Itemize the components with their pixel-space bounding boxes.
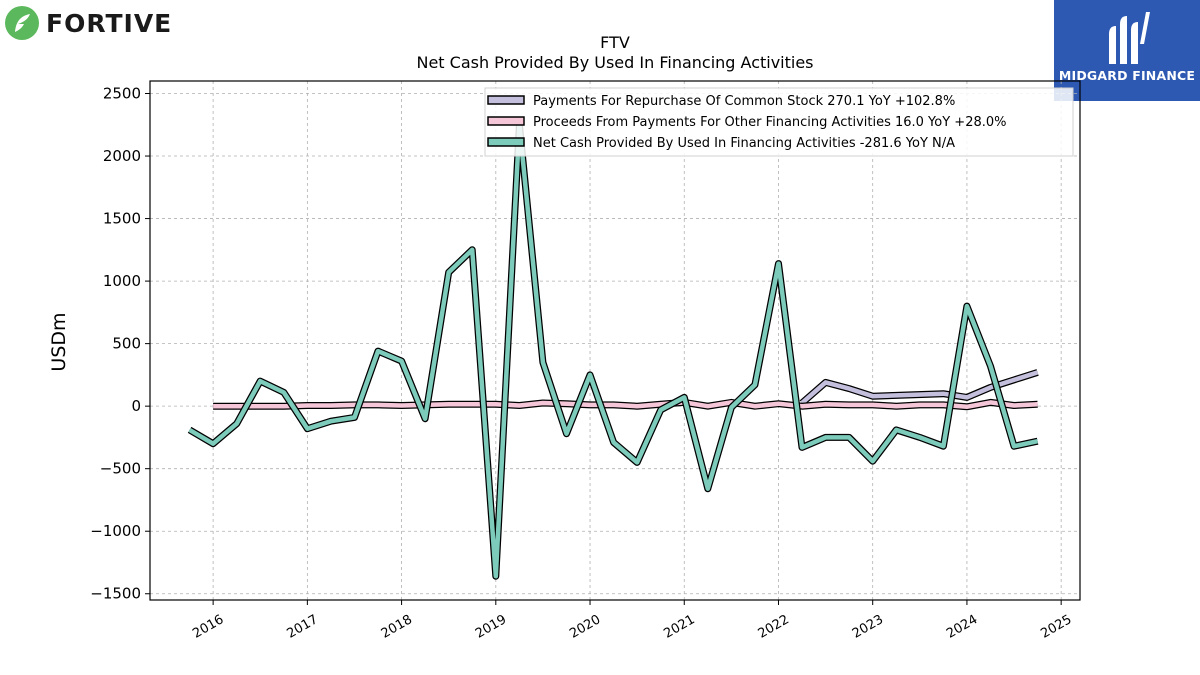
legend-label: Payments For Repurchase Of Common Stock … xyxy=(533,94,955,109)
y-tick-label: 0 xyxy=(131,397,141,415)
y-tick-label: 1500 xyxy=(103,210,141,228)
x-tick-label: 2020 xyxy=(567,612,603,642)
y-tick-label: −1500 xyxy=(90,585,141,603)
legend-swatch xyxy=(487,137,525,147)
x-tick-label: 2016 xyxy=(190,612,226,642)
y-tick-label: 1000 xyxy=(103,272,141,290)
series-2-outline xyxy=(187,121,1039,580)
series-1-line xyxy=(213,400,1038,410)
x-tick-label: 2022 xyxy=(756,612,792,642)
plot-frame xyxy=(149,80,1081,601)
x-tick-label: 2017 xyxy=(285,612,321,642)
fortive-wordmark: FORTIVE xyxy=(46,8,173,38)
x-tick-label: 2023 xyxy=(850,612,886,642)
legend-label: Proceeds From Payments For Other Financi… xyxy=(533,115,1007,130)
legend-label: Net Cash Provided By Used In Financing A… xyxy=(533,136,955,151)
midgard-finance-logo: MIDGARD FINANCE xyxy=(1054,0,1200,101)
series-lines xyxy=(187,121,1039,580)
x-tick-label: 2021 xyxy=(661,612,697,642)
grid xyxy=(150,81,1080,600)
chart-subtitle: Net Cash Provided By Used In Financing A… xyxy=(416,53,813,72)
midgard-finance-wordmark: MIDGARD FINANCE xyxy=(1058,68,1196,83)
y-axis-label: USDm xyxy=(48,312,70,371)
fortive-logo: FORTIVE xyxy=(4,4,172,42)
x-tick-label: 2018 xyxy=(379,612,415,642)
axes: −1500 −1000 −500 0 500 1000 1500 2000 2500 2016 20… xyxy=(90,85,1074,642)
y-tick-label: 2500 xyxy=(103,85,141,103)
legend-box xyxy=(484,87,1074,157)
x-tick-label: 2019 xyxy=(473,612,509,642)
series-2-line xyxy=(188,122,1039,579)
legend-swatch xyxy=(487,116,525,126)
midgard-m-icon xyxy=(1109,12,1150,64)
legend: Payments For Repurchase Of Common Stock … xyxy=(484,87,1074,157)
fortive-leaf-icon xyxy=(5,6,39,40)
y-tick-label: −1000 xyxy=(90,522,141,540)
y-tick-label: −500 xyxy=(100,460,141,478)
series-0-line xyxy=(800,370,1039,405)
chart-title: FTV xyxy=(600,33,630,52)
y-tick-label: 2000 xyxy=(103,147,141,165)
x-tick-label: 2024 xyxy=(944,612,980,642)
legend-swatch xyxy=(487,95,525,105)
y-tick-label: 500 xyxy=(112,335,141,353)
x-tick-label: 2025 xyxy=(1038,612,1074,642)
